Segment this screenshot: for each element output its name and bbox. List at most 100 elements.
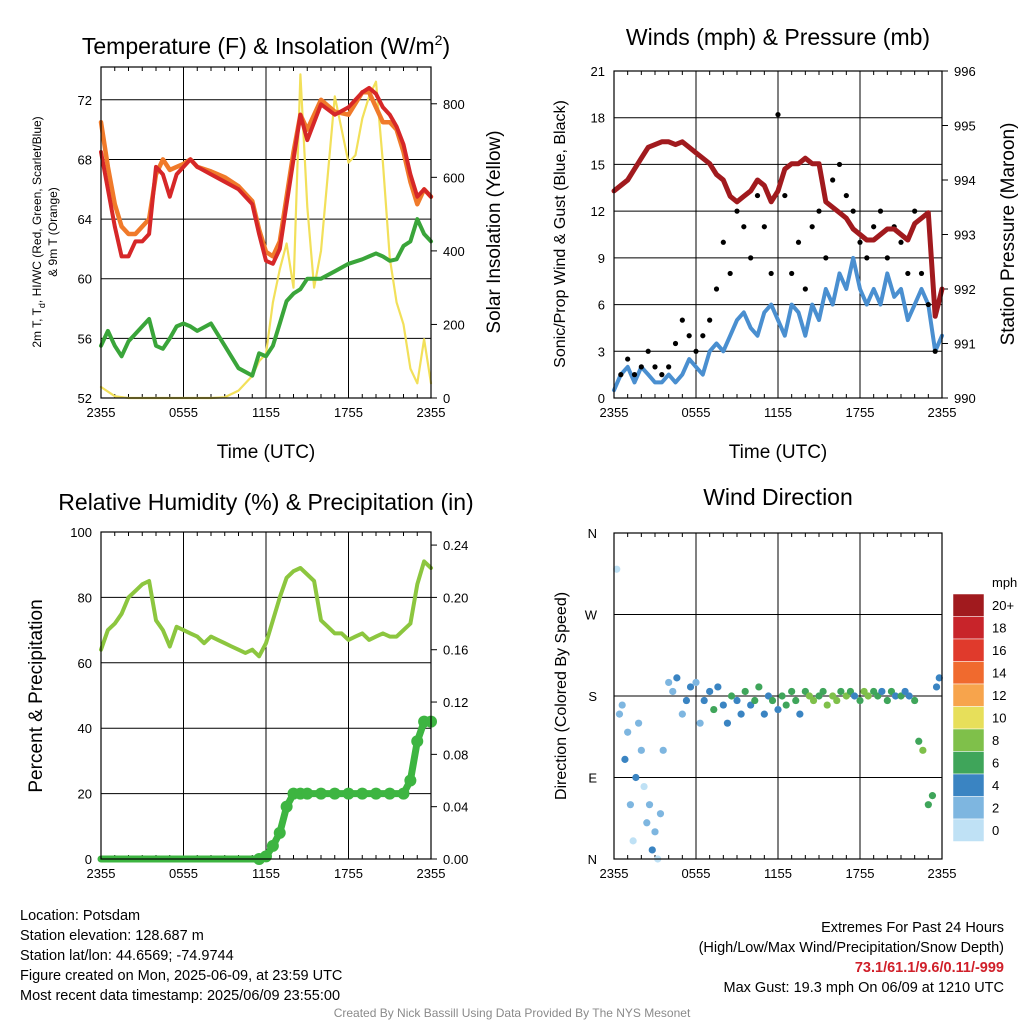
gust-point xyxy=(864,255,870,261)
pressure-line xyxy=(611,139,945,319)
gust-point xyxy=(618,372,624,378)
direction-point xyxy=(648,846,656,854)
gust-point xyxy=(700,333,706,339)
precipitation-point xyxy=(280,800,293,813)
credit-line: Created By Nick Bassill Using Data Provi… xyxy=(333,1006,691,1020)
gust-point xyxy=(782,192,788,199)
gust-point xyxy=(672,340,679,347)
extremes-values: 73.1/61.1/9.6/0.11/-999 xyxy=(854,960,1004,976)
gust-point xyxy=(857,239,863,245)
speed-legend-swatch xyxy=(952,773,985,797)
temperature-panel: 2355 0555 1155 1755 235552566064687202004006… xyxy=(30,32,505,463)
gust-point xyxy=(768,270,774,277)
direction-point xyxy=(669,687,677,696)
speed-legend-label: 14 xyxy=(992,666,1006,681)
speed-legend-label: 16 xyxy=(992,643,1006,658)
gust-point xyxy=(884,255,890,261)
direction-point xyxy=(656,810,665,818)
direction-point xyxy=(796,710,804,718)
temperature-x-tick-label: 1755 xyxy=(334,405,363,420)
gust-point xyxy=(761,224,767,230)
direction-point xyxy=(774,705,782,714)
direction-y-tick-label: S xyxy=(588,689,597,704)
precipitation-point xyxy=(301,787,314,800)
direction-point xyxy=(645,801,654,809)
gust-point xyxy=(666,364,672,370)
direction-point xyxy=(626,801,635,809)
gust-point xyxy=(720,239,726,245)
direction-point xyxy=(823,701,831,709)
speed-legend-label: 0 xyxy=(992,823,999,838)
gust-point xyxy=(795,239,802,245)
gust-point xyxy=(713,286,720,292)
gust-point xyxy=(727,270,733,277)
direction-point xyxy=(864,692,872,700)
gust-point xyxy=(741,224,747,230)
winds-ylabel: Sonic/Prop Wind & Gust (Blue, Black) xyxy=(552,100,569,368)
gust-point xyxy=(809,224,815,230)
winds-title: Winds (mph) & Pressure (mb) xyxy=(626,24,930,50)
direction-point xyxy=(706,687,714,696)
direction-x-tick-label: 2355 xyxy=(928,866,957,881)
gust-point xyxy=(905,270,911,277)
direction-point xyxy=(673,674,681,682)
direction-point xyxy=(615,710,624,718)
direction-point xyxy=(878,687,886,696)
speed-legend-label: 2 xyxy=(992,801,999,816)
direction-point xyxy=(678,710,686,718)
winds-y2-tick-label: 995 xyxy=(954,119,976,134)
sonic-wind-line xyxy=(612,255,944,393)
speed-legend-swatch xyxy=(952,616,985,640)
precipitation-point xyxy=(260,850,272,863)
gust-point xyxy=(877,208,884,214)
direction-point xyxy=(856,696,864,705)
temperature-y-tick-label: 64 xyxy=(78,212,92,227)
gust-point xyxy=(625,356,631,362)
extremes-info: Extremes For Past 24 Hours (High/Low/Max… xyxy=(699,918,1004,998)
direction-ylabel: Direction (Colored By Speed) xyxy=(553,592,570,800)
figure-created: Figure created on Mon, 2025-06-09, at 23… xyxy=(20,968,343,984)
direction-x-tick-label: 1755 xyxy=(846,866,875,881)
station-location: Location: Potsdam xyxy=(20,908,141,924)
humidity-ylabel: Percent & Precipitation xyxy=(26,599,47,792)
gust-point xyxy=(925,301,931,308)
winds-y2-tick-label: 994 xyxy=(954,173,976,188)
winds-x-tick-label: 2355 xyxy=(928,405,957,420)
direction-point xyxy=(692,678,700,687)
direction-point xyxy=(719,701,727,709)
gust-point xyxy=(898,239,904,245)
direction-point xyxy=(640,782,648,791)
precipitation-point xyxy=(404,774,417,787)
gust-point xyxy=(734,208,740,214)
winds-y2-tick-label: 993 xyxy=(954,228,976,243)
winds-xlabel: Time (UTC) xyxy=(729,442,828,463)
humidity-x-tick-label: 2355 xyxy=(87,866,116,881)
direction-point xyxy=(768,696,777,705)
winds-y2-tick-label: 996 xyxy=(954,64,976,79)
precipitation-point xyxy=(411,735,424,748)
speed-legend-swatch xyxy=(952,683,985,707)
temp-2m-line xyxy=(99,85,433,266)
direction-point xyxy=(788,687,796,696)
gust-point xyxy=(912,208,918,214)
direction-point xyxy=(741,687,749,696)
speed-legend-swatch xyxy=(952,728,985,752)
winds-x-tick-label: 1155 xyxy=(764,405,792,420)
direction-point xyxy=(629,837,637,845)
direction-x-tick-label: 0555 xyxy=(682,866,711,881)
direction-point xyxy=(833,696,841,705)
station-latlon: Station lat/lon: 44.6569; -74.9744 xyxy=(20,948,234,964)
direction-point xyxy=(760,710,768,718)
humidity-y-tick-label: 0 xyxy=(85,852,92,867)
humidity-y-tick-label: 20 xyxy=(78,787,92,802)
speed-legend-label: 18 xyxy=(992,621,1006,636)
direction-point xyxy=(710,705,718,714)
direction-point xyxy=(613,565,621,573)
speed-legend-label: 12 xyxy=(992,688,1006,703)
direction-point xyxy=(651,828,659,836)
temperature-ylabel-a: 2m T, T xyxy=(30,307,44,347)
temperature-y2-tick-label: 400 xyxy=(443,244,465,259)
direction-point xyxy=(643,819,651,827)
